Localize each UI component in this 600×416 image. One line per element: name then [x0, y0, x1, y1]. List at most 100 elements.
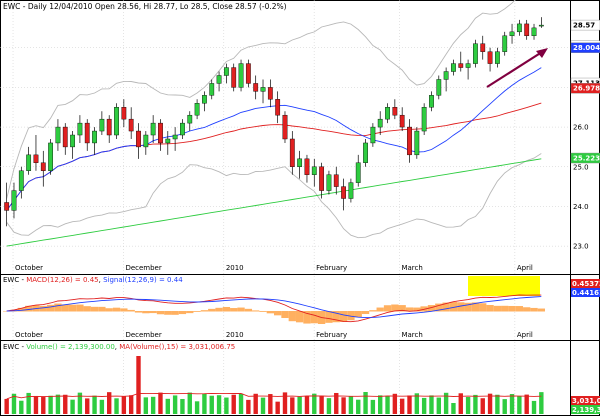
candle-body — [407, 126, 412, 156]
candle — [473, 39, 478, 68]
macd-hist-bar — [325, 311, 333, 323]
candle-body — [443, 71, 449, 80]
volume-bar — [114, 398, 119, 414]
candle-body — [304, 158, 310, 175]
macd-hist-bar — [215, 307, 223, 312]
macd-hist-bar — [83, 306, 91, 312]
volume-bar — [378, 395, 383, 414]
volume-bar — [451, 403, 456, 414]
candle-body — [11, 190, 17, 211]
candle — [62, 123, 68, 155]
candle-body — [363, 142, 368, 163]
macd-tag-value: 0.44161 — [572, 289, 600, 297]
volume-bar — [312, 393, 317, 414]
volume-bar — [421, 397, 427, 414]
volume-bar — [399, 398, 405, 414]
macd-hist-bar — [222, 306, 231, 312]
price-tag-box — [570, 19, 600, 31]
volume-bar — [121, 396, 127, 414]
candle-body — [311, 166, 317, 175]
price-panel-title: EWC - Daily 12/04/2010 Open 28.56, Hi 28… — [3, 2, 287, 11]
candle — [18, 166, 24, 199]
macd-hist-bar — [46, 304, 55, 312]
volume-bar — [224, 397, 229, 414]
candle-body — [473, 43, 478, 64]
candle-body — [136, 130, 141, 148]
candle-body — [18, 170, 24, 191]
candle — [443, 67, 449, 92]
candle-body — [524, 23, 530, 37]
macd-hist-bar — [493, 305, 502, 312]
volume-bar — [187, 392, 192, 414]
candle-body — [260, 87, 266, 92]
macd-hist-bar — [383, 305, 392, 312]
volume-bar — [370, 399, 376, 414]
candle-body — [92, 130, 97, 144]
volume-bar — [348, 396, 354, 414]
candle-body — [180, 122, 185, 136]
volume-bar — [334, 392, 339, 414]
volume-bar — [165, 398, 170, 414]
candle — [480, 35, 486, 60]
volume-bar — [429, 395, 434, 414]
macd-line — [6, 294, 542, 323]
candle-body — [216, 75, 222, 84]
macd-highlight-box — [468, 276, 540, 296]
macd-hist-bar — [376, 307, 384, 312]
candle-body — [429, 95, 434, 108]
macd-tag-box — [571, 279, 600, 288]
candle — [465, 59, 471, 80]
candle-body — [326, 174, 332, 191]
price-tag-value: 25.2232 — [573, 155, 600, 163]
volume-bar — [356, 399, 361, 414]
candle-body — [62, 126, 68, 148]
macd-hist-bar — [361, 311, 370, 315]
candle-body — [223, 67, 229, 76]
volume-bar — [202, 393, 207, 414]
price-tick-label: 25.0 — [573, 163, 589, 171]
candle — [538, 17, 544, 28]
volume-bar — [531, 400, 537, 414]
price-x-label: February — [316, 264, 347, 272]
volume-bar — [443, 392, 449, 414]
macd-lines — [6, 294, 542, 323]
candle — [487, 47, 493, 72]
macd-hist-bar — [457, 302, 465, 312]
candle-body — [319, 166, 325, 191]
volume-bar — [480, 398, 485, 414]
candle-body — [385, 107, 390, 120]
volume-bar — [495, 394, 500, 414]
macd-hist-bar — [274, 311, 282, 316]
candle — [143, 131, 149, 155]
macd-hist-bar — [435, 303, 443, 312]
candle — [84, 119, 90, 151]
macd-hist-bar — [105, 308, 113, 312]
macd-hist-bar — [486, 305, 494, 312]
candle-body — [33, 154, 39, 163]
macd-hist-bar — [398, 305, 406, 312]
candle-body — [48, 142, 54, 171]
candle — [245, 59, 251, 88]
candle — [297, 150, 303, 179]
macd-hist-bar — [149, 311, 157, 314]
candle — [341, 178, 346, 211]
candle — [209, 79, 215, 100]
macd-hist-bar — [508, 305, 516, 312]
volume-bar — [180, 398, 185, 414]
price-x-label: 2010 — [226, 264, 244, 272]
candle — [33, 135, 39, 171]
volume-panel-title: EWC - Volume() = 2,139,300.00, MA(Volume… — [3, 343, 235, 351]
macd-hist-bar — [471, 302, 480, 312]
candle — [494, 47, 500, 68]
volume-tag-value: 2,139,300 — [572, 406, 600, 414]
volume-bar — [282, 392, 288, 414]
macd-hist-bar — [164, 311, 172, 315]
volume-bar — [465, 397, 471, 414]
candle — [414, 127, 420, 159]
macd-hist-bar — [479, 303, 487, 312]
candle-body — [494, 51, 500, 64]
candle-body — [348, 182, 354, 199]
macd-hist-bar — [127, 309, 135, 312]
volume-bar — [524, 394, 529, 414]
